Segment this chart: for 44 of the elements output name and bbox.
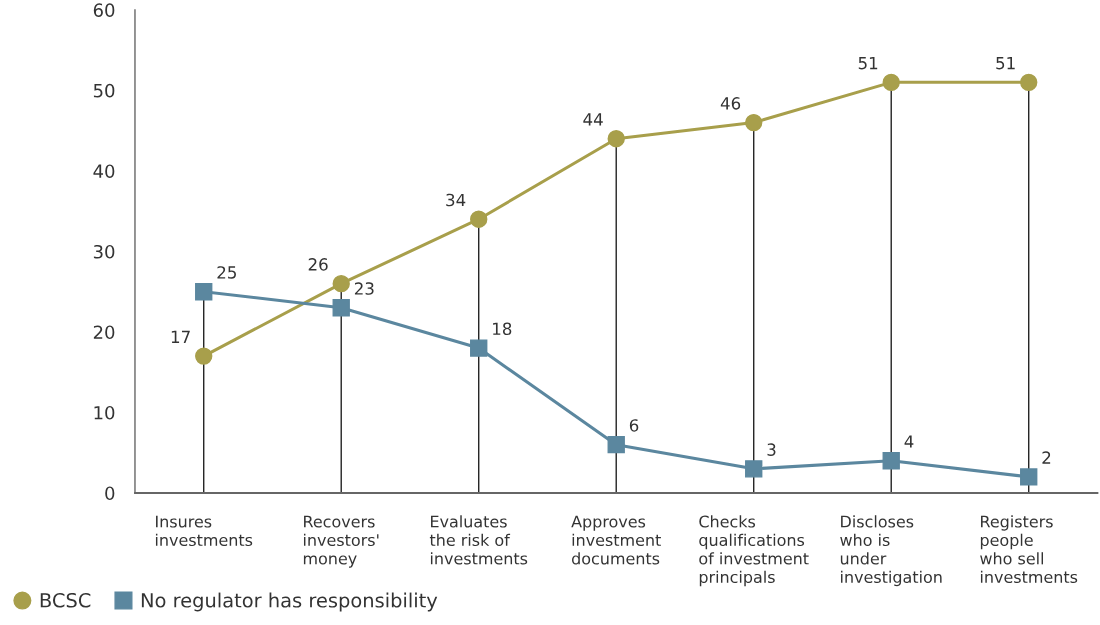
data-label: 51: [996, 57, 1015, 70]
data-label: 51: [858, 57, 878, 70]
y-tick-label: 60: [93, 3, 115, 17]
legend-label: BCSC: [40, 592, 91, 608]
point: [1020, 468, 1038, 486]
data-label: 44: [583, 113, 603, 126]
point: [882, 73, 900, 92]
x-tick-label: Recovers investors' money: [303, 515, 379, 568]
data-label: 18: [493, 322, 512, 336]
point: [195, 347, 213, 365]
y-tick-label: 20: [93, 325, 115, 340]
x-tick-label: Evaluates the risk of investments: [429, 515, 528, 565]
x-tick-label: Insures investments: [155, 515, 253, 547]
legend-label: No regulator has responsibility: [141, 592, 438, 612]
y-tick-label: 30: [93, 244, 115, 259]
point: [195, 283, 213, 301]
data-label: 23: [354, 282, 374, 295]
y-tick-label: 10: [94, 405, 115, 420]
data-label: 6: [629, 419, 639, 432]
point: [745, 460, 763, 478]
y-tick-label: 0: [105, 486, 115, 501]
y-tick-label: 50: [93, 83, 115, 98]
data-label: 46: [720, 97, 741, 110]
data-label: 3: [767, 443, 776, 456]
y-tick-label: 40: [93, 164, 115, 179]
data-label: 25: [217, 266, 236, 279]
point: [470, 210, 488, 228]
point: [470, 339, 488, 357]
x-tick-label: Discloses who is under investigation: [840, 515, 942, 587]
point: [332, 274, 350, 293]
x-tick-label: Checks qualifications of investment principals: [699, 515, 809, 587]
point: [607, 130, 625, 148]
data-label: 2: [1042, 451, 1051, 464]
data-label: 17: [171, 330, 190, 343]
data-label: 26: [308, 258, 328, 271]
point: [332, 299, 350, 317]
point: [607, 436, 625, 454]
point: [1020, 73, 1038, 92]
x-tick-label: Registers people who sell investments: [980, 515, 1078, 584]
data-label: 4: [904, 435, 914, 448]
point: [882, 452, 900, 470]
point: [745, 113, 763, 132]
x-tick-label: Approves investment documents: [571, 515, 661, 565]
data-label: 34: [446, 193, 466, 207]
